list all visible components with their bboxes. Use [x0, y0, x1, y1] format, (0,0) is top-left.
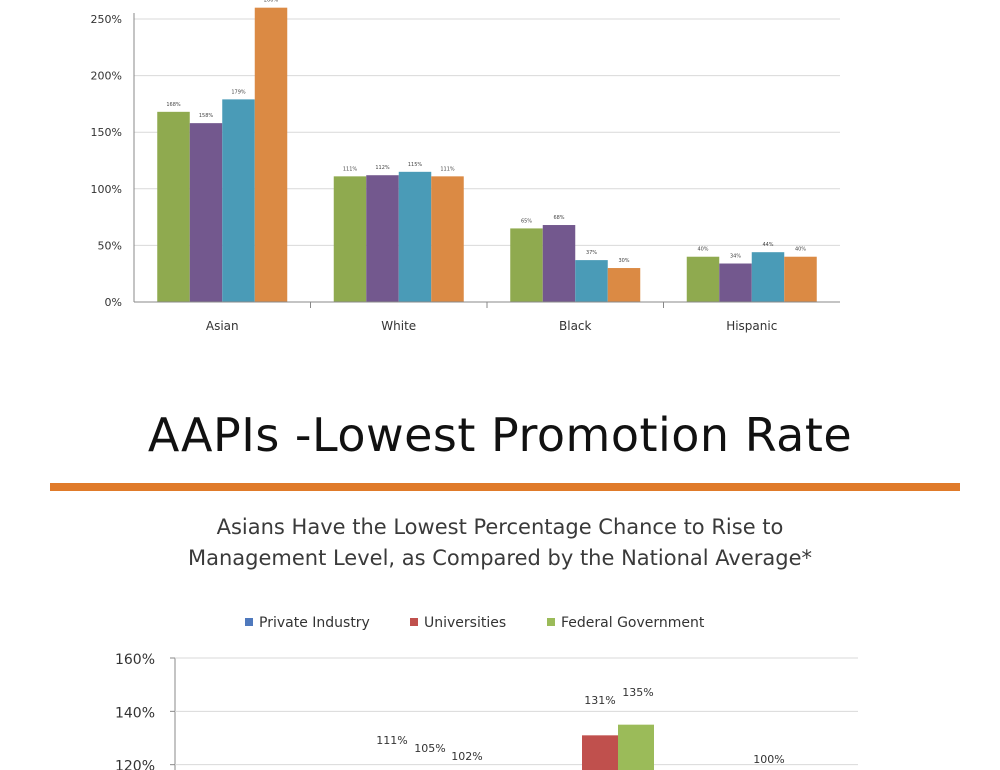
bar-data-label: 102% — [451, 750, 482, 763]
bar — [222, 99, 255, 302]
top-bar-chart: 168% 158% 179% 260% 111% 112% 115% 111% 65% 68% 37… — [91, 0, 840, 333]
legend-label: Private Industry — [259, 615, 370, 631]
bar — [542, 225, 576, 302]
x-category-label: Black — [559, 319, 592, 333]
bar — [510, 228, 543, 302]
bar-data-label: 135% — [622, 686, 653, 699]
bar-data-label: 40% — [697, 247, 708, 253]
bar-data-label: 260% — [264, 0, 279, 4]
x-category-label: Hispanic — [726, 319, 777, 333]
y-tick-label: 50% — [98, 239, 122, 252]
y-tick-label: 0% — [105, 296, 122, 309]
chart-title: Asians Have the Lowest Percentage Chance… — [0, 512, 1000, 574]
bar — [157, 111, 190, 302]
bar-data-label: 40% — [795, 247, 806, 253]
bar-data-label: 131% — [584, 694, 615, 707]
bar — [784, 256, 817, 302]
y-tick-label: 120% — [115, 759, 155, 770]
legend-swatch — [547, 618, 555, 626]
bar-data-label: 112% — [375, 165, 390, 171]
bar-data-label: 179% — [231, 89, 246, 95]
bar — [431, 176, 464, 302]
y-tick-label: 160% — [115, 652, 155, 668]
bar — [366, 175, 399, 302]
legend-swatch — [245, 618, 253, 626]
legend-label: Universities — [424, 615, 506, 631]
title-divider — [50, 483, 960, 491]
bottom-bar-chart: Private Industry Universities Federal Gove… — [115, 615, 858, 770]
bar-data-label: 111% — [343, 166, 358, 172]
bar-data-label: 30% — [618, 258, 629, 264]
chart-title-line-2: Management Level, as Compared by the Nat… — [187, 546, 813, 570]
legend-swatch — [410, 618, 418, 626]
y-tick-label: 150% — [91, 126, 122, 139]
bar-data-label: 68% — [553, 215, 564, 221]
bar-data-label: 37% — [586, 250, 597, 256]
bar — [582, 735, 618, 770]
bar — [398, 171, 432, 302]
y-tick-label: 250% — [91, 13, 122, 26]
bar — [607, 268, 641, 302]
bar-data-label: 100% — [753, 753, 784, 766]
slide-title: AAPIs -Lowest Promotion Rate — [147, 408, 853, 462]
chart-title-line-1: Asians Have the Lowest Percentage Chance… — [216, 515, 784, 539]
bar — [751, 252, 785, 302]
bar — [333, 176, 367, 302]
bar — [686, 256, 720, 302]
y-tick-label: 100% — [91, 183, 122, 196]
bar — [189, 123, 223, 302]
bar-data-label: 65% — [521, 218, 532, 224]
bar-data-label: 105% — [414, 742, 445, 755]
bar — [719, 263, 752, 302]
bar — [618, 724, 654, 770]
bar — [254, 7, 288, 303]
bar-data-label: 111% — [440, 166, 455, 172]
bar-data-label: 34% — [730, 254, 741, 260]
bar-data-label: 168% — [166, 102, 181, 108]
bar — [575, 260, 608, 302]
bar-data-label: 115% — [408, 162, 423, 168]
y-tick-label: 140% — [115, 705, 155, 721]
x-category-label: Asian — [206, 319, 239, 333]
x-category-label: White — [381, 319, 416, 333]
bar-data-label: 158% — [199, 113, 214, 119]
bar-data-label: 44% — [762, 242, 773, 248]
legend-label: Federal Government — [561, 615, 705, 631]
y-tick-label: 200% — [91, 70, 122, 83]
bar-data-label: 111% — [376, 734, 407, 747]
